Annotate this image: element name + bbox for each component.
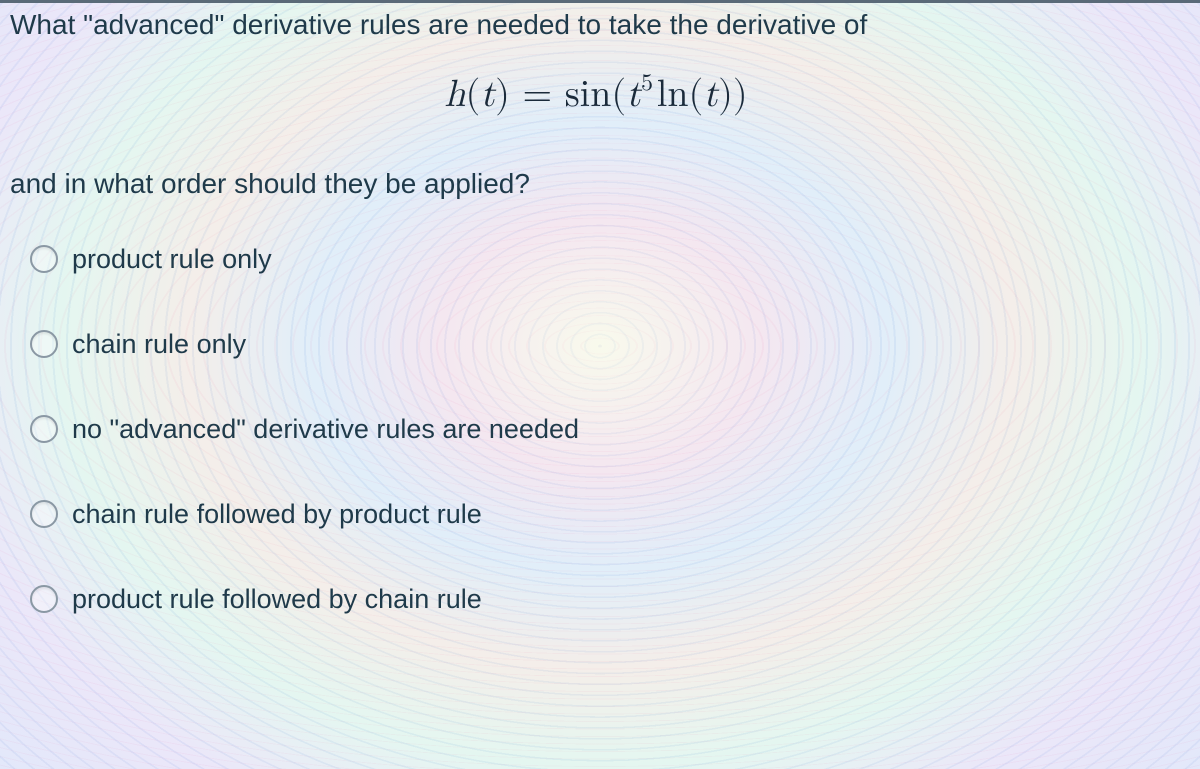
radio-icon[interactable] [30,585,58,613]
formula: h(t) = sin(t5 ln(t)) [444,76,747,114]
radio-icon[interactable] [30,330,58,358]
options-list: product rule only chain rule only no "ad… [10,244,1182,615]
radio-icon[interactable] [30,415,58,443]
option-row[interactable]: chain rule only [30,329,1182,360]
option-label: product rule only [72,244,272,275]
formula-inner-fn-arg: t [703,76,718,114]
formula-container: h(t) = sin(t5 ln(t)) [10,71,1182,118]
option-label: chain rule only [72,329,246,360]
question-line-2: and in what order should they be applied… [10,168,1182,200]
option-row[interactable]: product rule only [30,244,1182,275]
formula-outer-fn: sin [565,76,612,114]
radio-icon[interactable] [30,245,58,273]
option-label: chain rule followed by product rule [72,499,482,530]
formula-inner-base: t [626,76,641,114]
formula-lhs-var: h [444,76,465,114]
formula-lhs-arg: t [480,76,495,114]
question-line-1: What "advanced" derivative rules are nee… [10,9,1182,41]
option-row[interactable]: product rule followed by chain rule [30,584,1182,615]
radio-icon[interactable] [30,500,58,528]
option-label: no "advanced" derivative rules are neede… [72,414,579,445]
formula-inner-exp: 5 [641,71,653,95]
option-row[interactable]: no "advanced" derivative rules are neede… [30,414,1182,445]
question-block: What "advanced" derivative rules are nee… [0,3,1200,615]
formula-inner-fn: ln [657,76,689,114]
option-label: product rule followed by chain rule [72,584,482,615]
option-row[interactable]: chain rule followed by product rule [30,499,1182,530]
